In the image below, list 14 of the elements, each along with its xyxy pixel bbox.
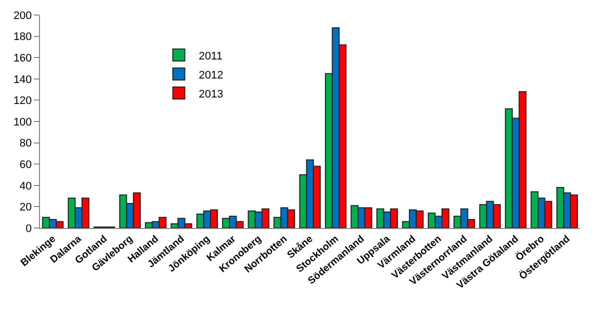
legend-label: 2012 bbox=[198, 69, 224, 82]
y-tick-label: 180 bbox=[13, 31, 32, 44]
legend-label: 2011 bbox=[198, 50, 222, 62]
legend-label: 2013 bbox=[198, 88, 224, 100]
y-tick-label: 200 bbox=[13, 10, 32, 22]
y-tick-label: 60 bbox=[20, 158, 32, 171]
y-tick-label: 0 bbox=[26, 222, 32, 235]
y-tick-label: 40 bbox=[20, 180, 32, 192]
y-tick-label: 80 bbox=[20, 138, 32, 150]
y-tick-label: 120 bbox=[13, 95, 32, 108]
y-tick-label: 160 bbox=[13, 52, 32, 64]
y-tick-label: 140 bbox=[13, 74, 32, 86]
y-tick-label: 20 bbox=[20, 202, 32, 214]
y-tick-label: 100 bbox=[13, 116, 32, 128]
